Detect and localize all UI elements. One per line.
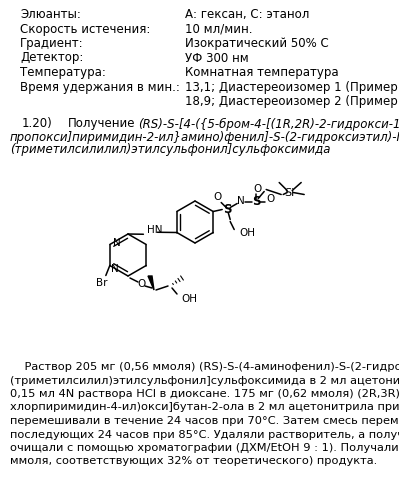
Text: (RS)-S-[4-({5-бром-4-[(1R,2R)-2-гидрокси-1-метил-: (RS)-S-[4-({5-бром-4-[(1R,2R)-2-гидрокси…	[138, 118, 399, 130]
Text: А: гексан, С: этанол: А: гексан, С: этанол	[185, 8, 309, 21]
Text: Время удержания в мин.:: Время удержания в мин.:	[20, 80, 180, 94]
Polygon shape	[148, 276, 154, 290]
Text: перемешивали в течение 24 часов при 70°С. Затем смесь перемешивали в течение: перемешивали в течение 24 часов при 70°С…	[10, 416, 399, 426]
Text: Br: Br	[96, 278, 108, 288]
Text: N: N	[237, 196, 245, 206]
Text: Элюанты:: Элюанты:	[20, 8, 81, 21]
Text: 10 мл/мин.: 10 мл/мин.	[185, 22, 253, 36]
Text: O: O	[138, 279, 146, 289]
Text: Скорость истечения:: Скорость истечения:	[20, 22, 150, 36]
Text: Si: Si	[284, 188, 294, 198]
Text: 18,9; Диастереоизомер 2 (Пример 1.19): 18,9; Диастереоизомер 2 (Пример 1.19)	[185, 95, 399, 108]
Text: O: O	[253, 184, 261, 194]
Text: 13,1; Диастереоизомер 1 (Пример 1.18): 13,1; Диастереоизомер 1 (Пример 1.18)	[185, 80, 399, 94]
Text: S: S	[252, 195, 261, 208]
Text: Комнатная температура: Комнатная температура	[185, 66, 339, 79]
Text: S: S	[223, 203, 231, 216]
Text: 1.20): 1.20)	[22, 118, 53, 130]
Text: УФ 300 нм: УФ 300 нм	[185, 52, 249, 64]
Text: N: N	[113, 238, 120, 248]
Text: очищали с помощью хроматографии (ДХМ/EtOH 9 : 1). Получали 110 мг (0,18: очищали с помощью хроматографии (ДХМ/EtO…	[10, 443, 399, 453]
Text: O: O	[266, 194, 274, 204]
Text: ммоля, соответствующих 32% от теоретического) продукта.: ммоля, соответствующих 32% от теоретичес…	[10, 456, 377, 466]
Text: Получение: Получение	[68, 118, 136, 130]
Text: Температура:: Температура:	[20, 66, 106, 79]
Text: (триметилсилилил)этилсульфонил]сульфоксимида: (триметилсилилил)этилсульфонил]сульфокси…	[10, 144, 330, 156]
Text: OH: OH	[181, 294, 197, 304]
Text: Изократический 50% С: Изократический 50% С	[185, 37, 329, 50]
Text: OH: OH	[239, 228, 255, 238]
Text: пропокси]пиримидин-2-ил}амино)фенил]-S-(2-гидроксиэтил)-N-[2-: пропокси]пиримидин-2-ил}амино)фенил]-S-(…	[10, 130, 399, 143]
Text: последующих 24 часов при 85°С. Удаляли растворитель, а полученный остаток: последующих 24 часов при 85°С. Удаляли р…	[10, 430, 399, 440]
Text: Раствор 205 мг (0,56 ммоля) (RS)-S-(4-аминофенил)-S-(2-гидроксиэтил)-N-[2-: Раствор 205 мг (0,56 ммоля) (RS)-S-(4-ам…	[10, 362, 399, 372]
Text: N: N	[111, 264, 119, 274]
Text: O: O	[213, 192, 221, 202]
Text: Градиент:: Градиент:	[20, 37, 84, 50]
Text: хлорпиримидин-4-ил)окси]бутан-2-ола в 2 мл ацетонитрила прибавляли к образцу и: хлорпиримидин-4-ил)окси]бутан-2-ола в 2 …	[10, 402, 399, 412]
Text: Детектор:: Детектор:	[20, 52, 83, 64]
Text: HN: HN	[147, 225, 163, 235]
Text: (триметилсилил)этилсульфонил]сульфоксимида в 2 мл ацетонитрила смешивали с: (триметилсилил)этилсульфонил]сульфоксими…	[10, 376, 399, 386]
Text: 0,15 мл 4N раствора HCl в диоксане. 175 мг (0,62 ммоля) (2R,3R)-3-[(5-бром-2-: 0,15 мл 4N раствора HCl в диоксане. 175 …	[10, 389, 399, 399]
